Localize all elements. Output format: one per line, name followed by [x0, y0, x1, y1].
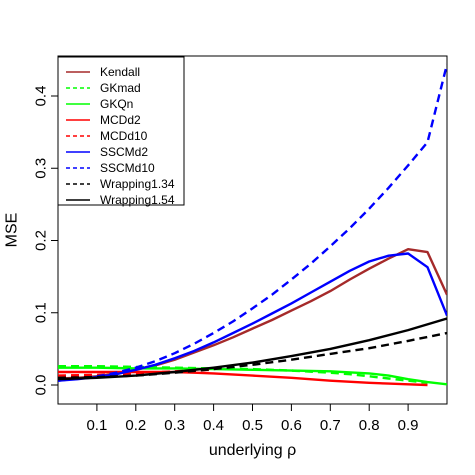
legend-label: MCDd2 [100, 113, 141, 127]
series-line-wrapping1-54 [58, 317, 447, 381]
series-line-wrapping1-34 [58, 331, 447, 379]
legend-label: MCDd10 [100, 129, 148, 143]
legend-label: GKmad [100, 81, 141, 95]
legend-box [57, 56, 185, 206]
x-tick-label: 0.5 [242, 417, 263, 434]
y-tick-label: 0.3 [33, 158, 50, 179]
axes: 0.1 0.2 0.3 0.4 0.5 0.6 0.7 0.8 0.9 0.0 0.1 0.2 0.3 0… [4, 55, 448, 459]
y-tick-label: 0.2 [33, 230, 50, 251]
y-tick-label: 0.0 [33, 375, 50, 396]
legend-label: SSCMd2 [100, 145, 148, 159]
legend-label: SSCMd10 [100, 161, 155, 175]
legend-label: GKQn [100, 97, 133, 111]
x-tick-label: 0.4 [203, 417, 224, 434]
x-axis-label: underlying ρ [209, 442, 296, 459]
y-tick-label: 0.4 [33, 86, 50, 107]
series-line-sscmd2 [58, 252, 447, 382]
x-tick-label: 0.2 [125, 417, 146, 434]
series-line-mcdd2 [58, 370, 428, 387]
x-tick-label: 0.3 [164, 417, 185, 434]
series-line-sscmd10 [58, 63, 447, 382]
series-line-gkmad [58, 365, 428, 384]
y-axis-label: MSE [4, 213, 21, 248]
x-tick-label: 0.7 [320, 417, 341, 434]
plot-area [58, 63, 447, 387]
series-line-kendall [58, 247, 447, 380]
legend-label: Kendall [100, 65, 140, 79]
x-tick-label: 0.1 [86, 417, 107, 434]
legend-label: Wrapping1.34 [100, 177, 175, 191]
legend: Kendall GKmad GKQn MCDd2 MCDd10 SSCMd2 SSCMd10… [57, 56, 185, 207]
x-tick-label: 0.6 [281, 417, 302, 434]
legend-label: Wrapping1.54 [100, 193, 175, 207]
x-tick-label: 0.9 [398, 417, 419, 434]
x-tick-label: 0.8 [359, 417, 380, 434]
y-tick-label: 0.1 [33, 302, 50, 323]
